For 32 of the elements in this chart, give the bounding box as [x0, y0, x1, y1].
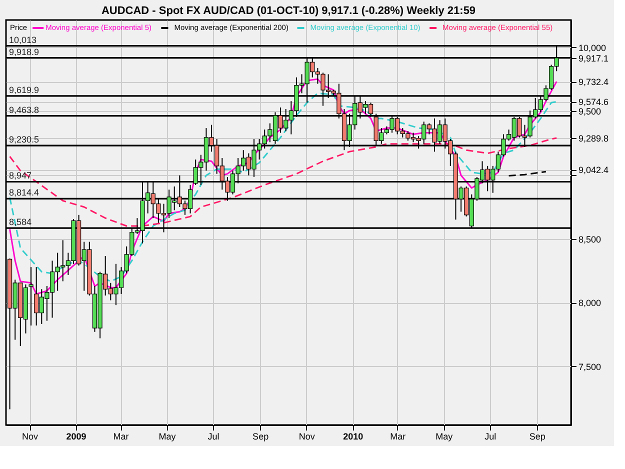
x-tick-label: Sep	[529, 432, 546, 442]
y-tick-label: 8,500	[578, 234, 602, 244]
ref-line-label: 8,814.4	[9, 188, 40, 198]
ref-line-label: 9,619.9	[9, 84, 40, 95]
chart-title: AUDCAD - Spot FX AUD/CAD (01-OCT-10) 9,917.1 (-0.28%) Weekly 21:59	[101, 5, 476, 17]
y-tick-label: 7,500	[578, 362, 602, 372]
x-tick-label: Nov	[298, 432, 316, 442]
y-tick-label: 10,000	[578, 42, 606, 53]
y-tick-label: 9,917.1	[578, 54, 609, 64]
y-tick-label: 9,574.6	[578, 97, 609, 108]
y-tick-label: 9,732.4	[578, 77, 609, 88]
y-tick-label: 9,042.4	[578, 165, 609, 176]
x-tick-label: 2010	[343, 432, 364, 442]
y-tick-label: 9,289.8	[578, 134, 609, 144]
ref-line-label: 8,947	[9, 170, 32, 181]
y-tick-label: 9,500	[578, 106, 602, 117]
ref-line-label: 9,463.8	[9, 104, 40, 115]
candlestick	[28, 266, 34, 326]
y-tick-label: 8,000	[578, 298, 602, 308]
x-tick-label: Jul	[208, 432, 220, 442]
x-tick-label: 2009	[66, 432, 86, 442]
ref-line-label: 9,230.5	[9, 134, 40, 145]
ref-line-label: 9,918.9	[9, 46, 40, 57]
x-tick-label: Sep	[252, 432, 269, 442]
x-tick-label: May	[436, 432, 454, 442]
line-series	[9, 137, 558, 227]
ref-line-label: 10,013	[9, 34, 37, 45]
x-tick-label: Mar	[390, 432, 406, 442]
x-tick-label: May	[158, 432, 176, 442]
x-tick-label: Mar	[113, 432, 129, 442]
x-tick-label: Nov	[22, 432, 39, 442]
x-tick-label: Jul	[484, 432, 496, 442]
